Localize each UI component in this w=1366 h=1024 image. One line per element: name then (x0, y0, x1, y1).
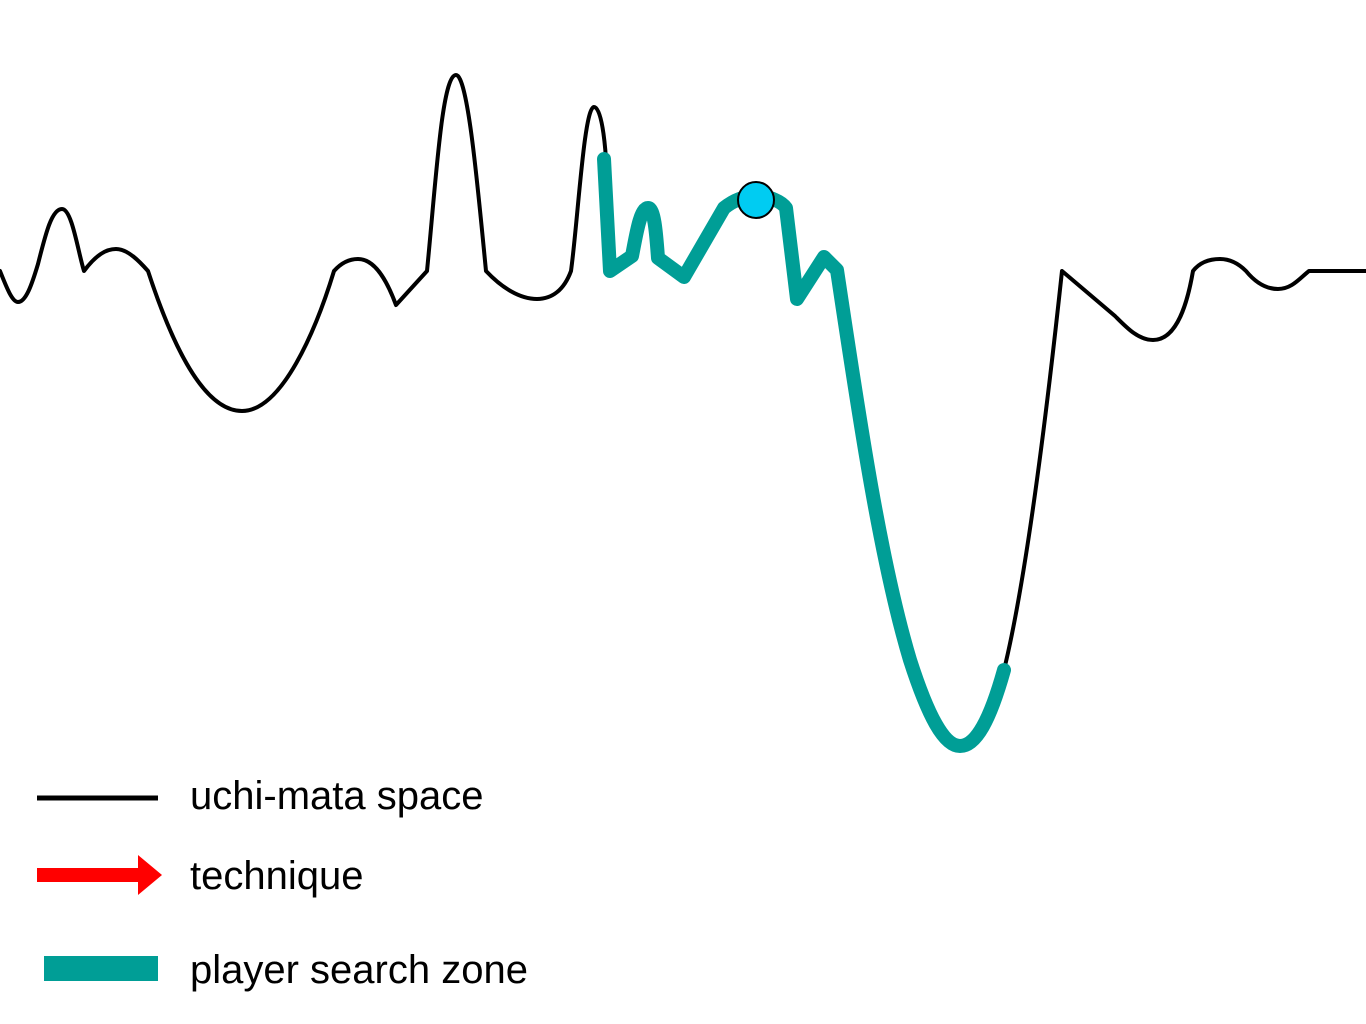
legend-technique-arrow-icon (37, 855, 162, 895)
landscape-curve (0, 73, 608, 413)
player-marker-icon (737, 181, 775, 219)
search-zone-curve (597, 152, 1011, 753)
legend-search-zone-label: player search zone (190, 948, 528, 992)
legend-landscape-label: uchi-mata space (190, 774, 484, 818)
legend-technique-label: technique (190, 854, 364, 898)
landscape-curve-right (1002, 257, 1366, 672)
legend-search-zone-swatch-icon (44, 956, 158, 981)
